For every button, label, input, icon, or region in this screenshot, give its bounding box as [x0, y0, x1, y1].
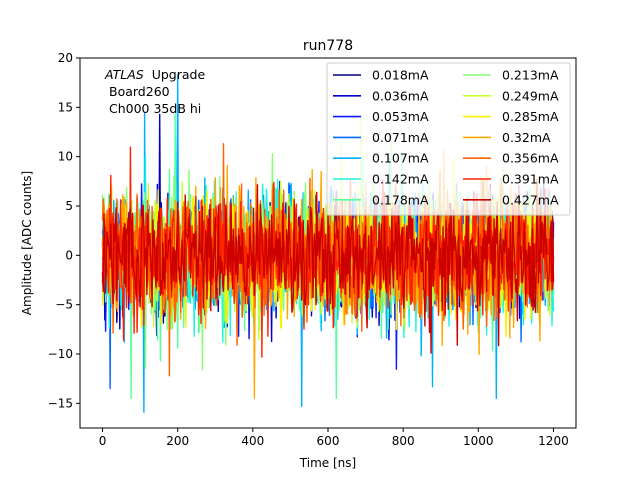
- y-tick-label: 15: [58, 100, 73, 114]
- legend-box: [326, 62, 571, 216]
- x-tick-label: 1000: [463, 434, 494, 448]
- chart-title: run778: [303, 38, 353, 54]
- y-tick-label: 5: [65, 199, 73, 213]
- annotation-upgrade: Upgrade: [152, 67, 206, 82]
- legend-label: 0.036mA: [372, 88, 429, 103]
- legend-label: 0.427mA: [502, 192, 559, 207]
- x-tick-label: 600: [317, 434, 340, 448]
- legend-label: 0.018mA: [372, 68, 429, 83]
- y-axis-label: Amplitude [ADC counts]: [20, 171, 34, 315]
- x-axis-ticks: 0 200 400 600 800 1000 1200: [99, 428, 569, 448]
- atlas-annotation: ATLAS Upgrade Board260 Ch000 35dB hi: [104, 67, 205, 116]
- legend-label: 0.142mA: [372, 172, 429, 187]
- legend-label: 0.107mA: [372, 151, 429, 166]
- y-tick-label: 20: [58, 51, 73, 65]
- x-tick-label: 1200: [538, 434, 569, 448]
- x-tick-label: 200: [166, 434, 189, 448]
- x-tick-label: 400: [241, 434, 264, 448]
- legend-label: 0.356mA: [502, 151, 559, 166]
- x-tick-label: 800: [392, 434, 415, 448]
- svg-text:ATLAS Upgrade: ATLAS Upgrade: [104, 67, 205, 82]
- series-line-0.427mA: [101, 178, 555, 354]
- y-tick-label: 0: [65, 248, 73, 262]
- legend-label: 0.285mA: [502, 109, 559, 124]
- legend: 0.018mA 0.036mA 0.053mA 0.071mA 0.107mA 0.142…: [326, 62, 571, 216]
- legend-label: 0.391mA: [502, 172, 559, 187]
- annotation-board: Board260: [109, 84, 170, 99]
- annotation-channel: Ch000 35dB hi: [109, 101, 201, 116]
- legend-label: 0.071mA: [372, 130, 429, 145]
- legend-label: 0.213mA: [502, 68, 559, 83]
- y-tick-label: −10: [48, 347, 73, 361]
- annotation-atlas: ATLAS: [104, 67, 144, 82]
- legend-label: 0.178mA: [372, 192, 429, 207]
- y-tick-label: 10: [58, 150, 73, 164]
- x-axis-label: Time [ns]: [299, 456, 356, 470]
- legend-label: 0.32mA: [502, 130, 551, 145]
- legend-entries: 0.018mA 0.036mA 0.053mA 0.071mA 0.107mA 0.142…: [333, 68, 559, 207]
- legend-label: 0.249mA: [502, 88, 559, 103]
- y-axis-ticks: −15 −10 −5 0 5 10 15 20: [48, 51, 80, 410]
- legend-label: 0.053mA: [372, 109, 429, 124]
- y-tick-label: −15: [48, 396, 73, 410]
- y-tick-label: −5: [55, 298, 73, 312]
- x-tick-label: 0: [99, 434, 107, 448]
- plot-frame: [79, 57, 577, 429]
